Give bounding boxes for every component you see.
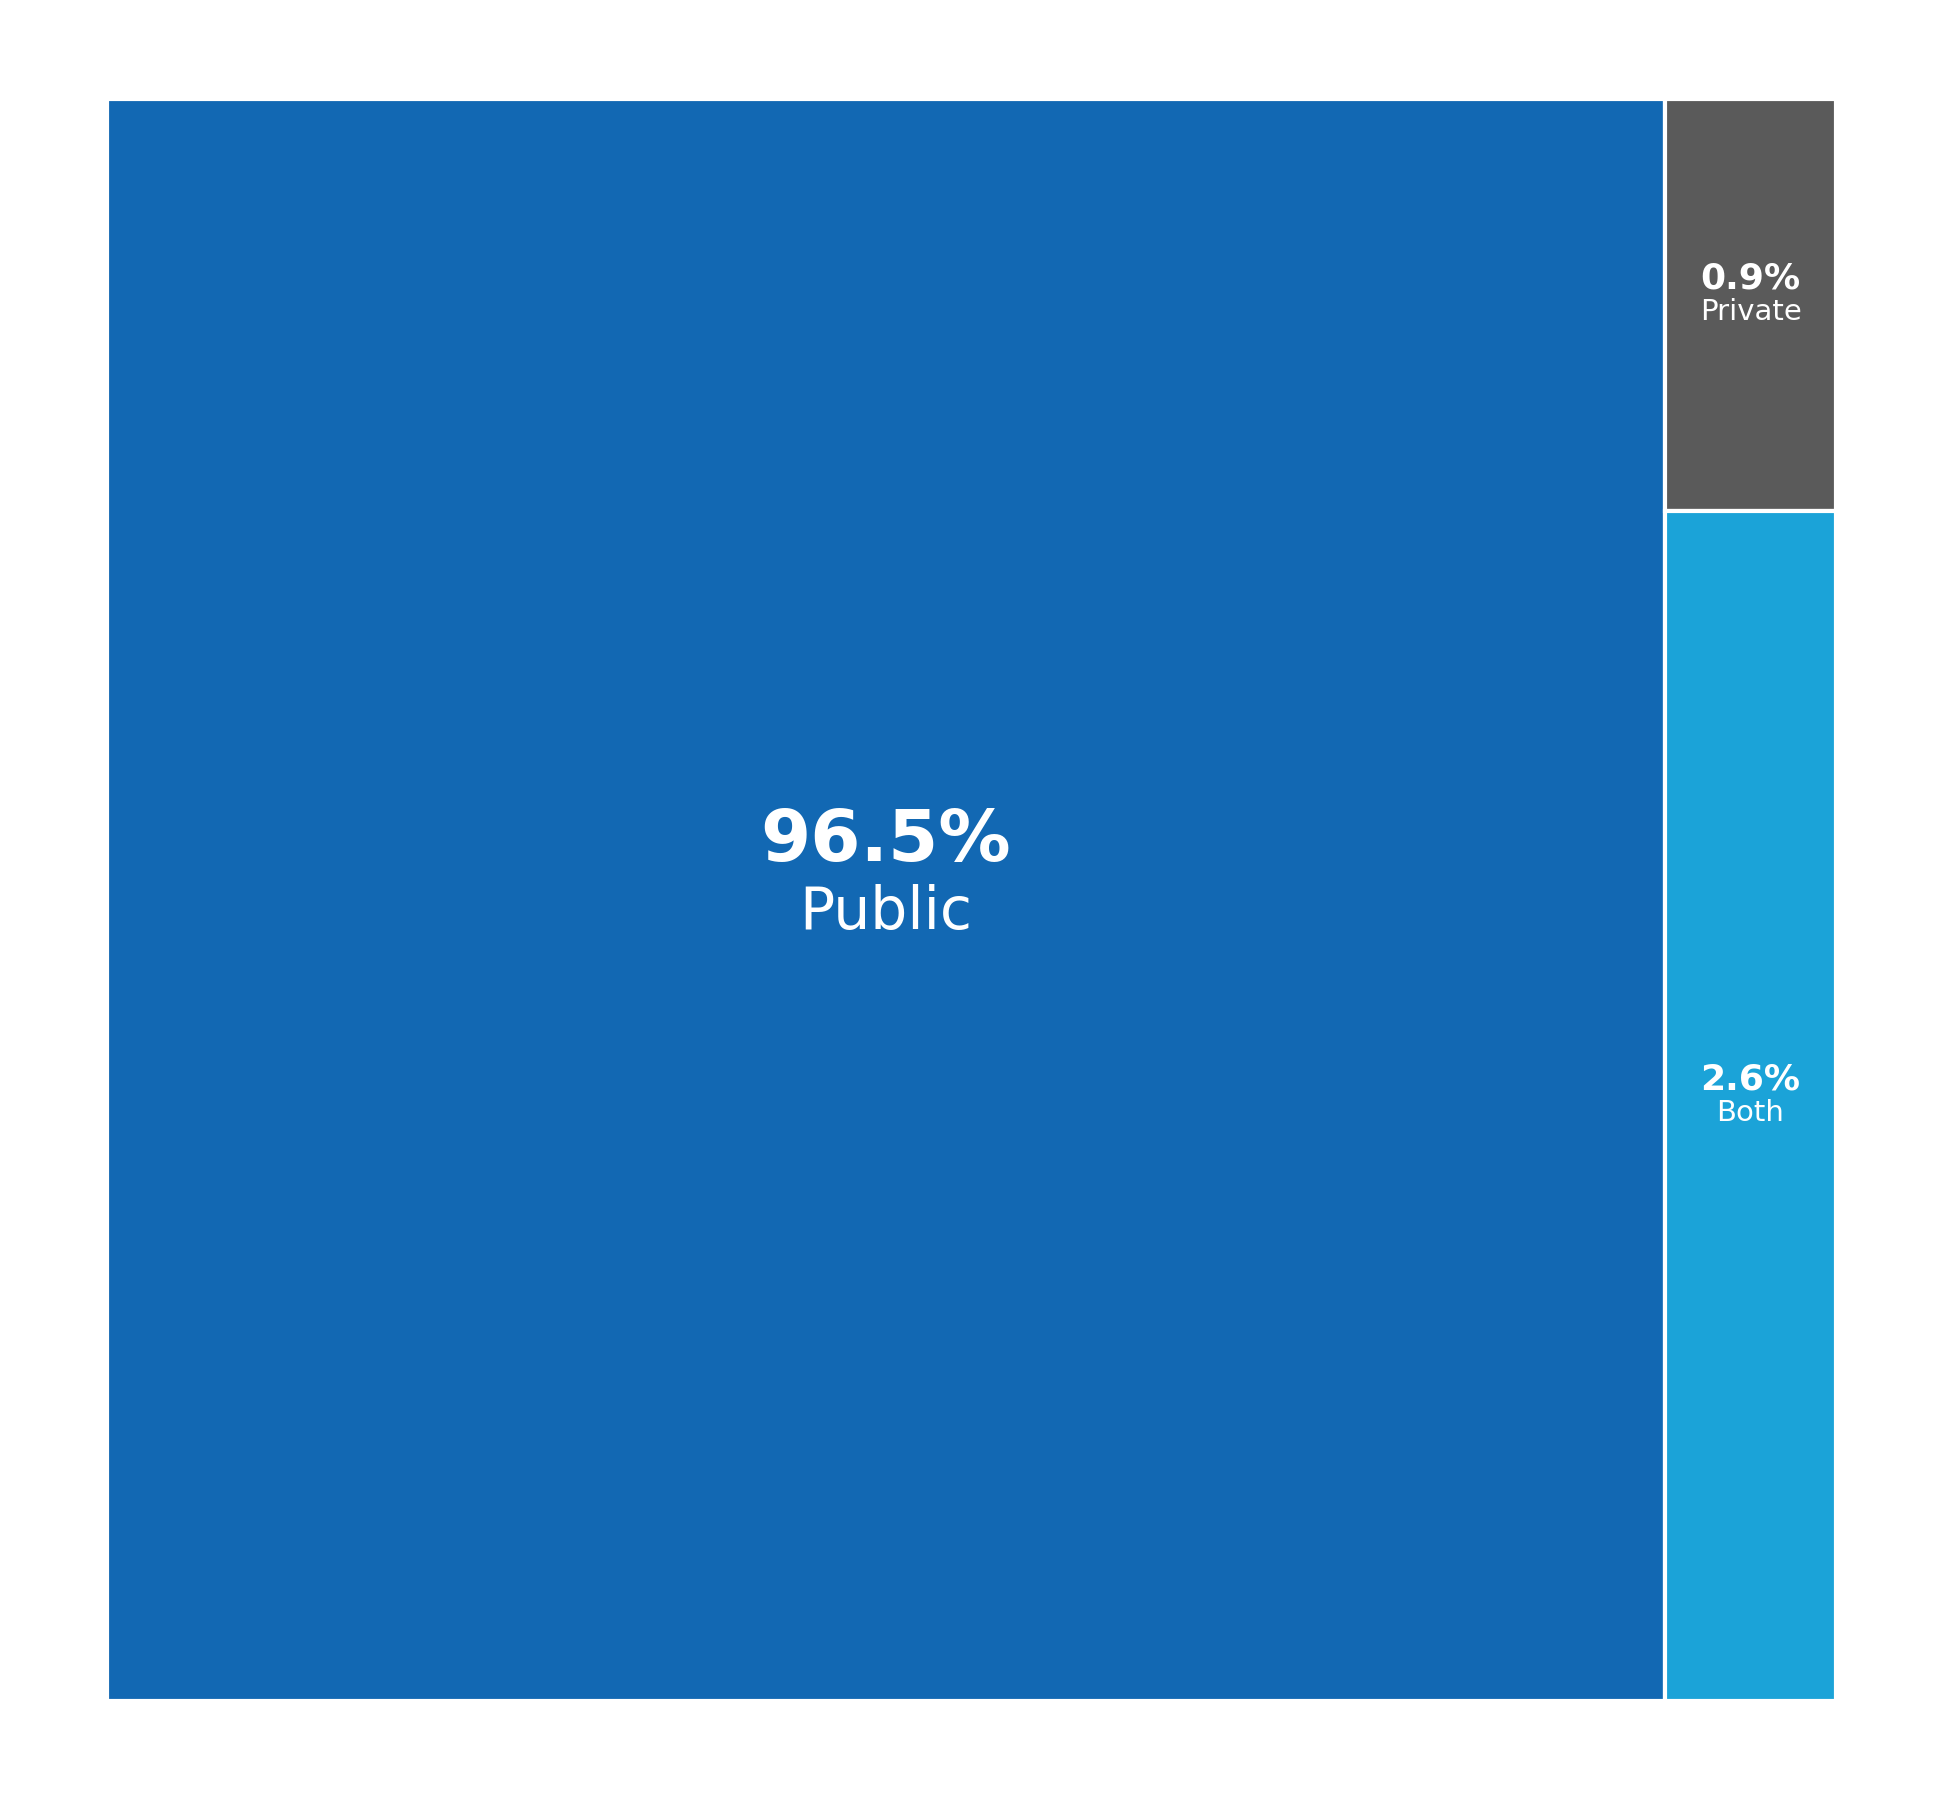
Text: 96.5%: 96.5% xyxy=(760,806,1010,877)
Text: Private: Private xyxy=(1700,299,1801,326)
Bar xyxy=(1665,99,1836,511)
Text: 2.6%: 2.6% xyxy=(1700,1062,1801,1096)
Text: Both: Both xyxy=(1716,1100,1784,1127)
Text: 0.9%: 0.9% xyxy=(1700,261,1801,295)
Bar xyxy=(1665,511,1836,1701)
Text: Public: Public xyxy=(799,884,972,941)
